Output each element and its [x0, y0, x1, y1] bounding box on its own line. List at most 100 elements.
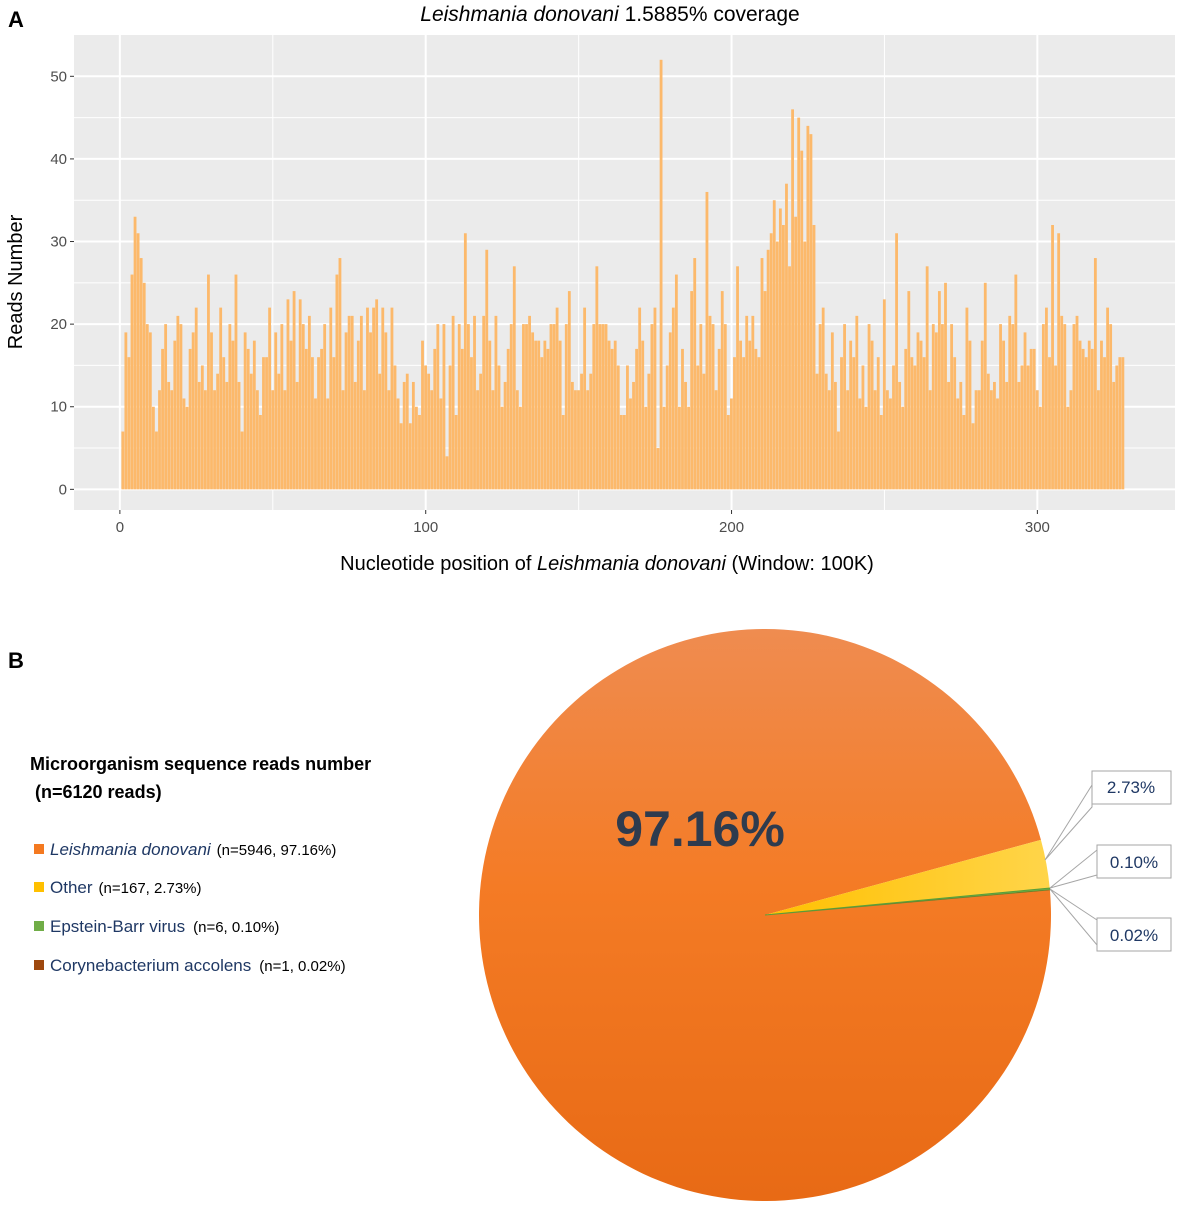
- bar: [1008, 315, 1012, 490]
- legend-swatch-ebv: [34, 921, 44, 931]
- bar: [1078, 340, 1082, 490]
- bar: [1045, 307, 1048, 490]
- bar: [983, 282, 987, 490]
- bar: [179, 324, 183, 490]
- bar: [216, 373, 220, 490]
- legend-swatch-other: [34, 882, 44, 892]
- bar: [200, 365, 204, 490]
- bar: [323, 324, 327, 490]
- bar: [632, 381, 635, 490]
- panel-b-letter: B: [8, 648, 24, 673]
- bar: [583, 307, 587, 490]
- bar: [635, 348, 639, 490]
- callout-box-ebv: [1096, 844, 1172, 879]
- bar: [301, 324, 305, 490]
- bar: [1023, 332, 1027, 490]
- bar: [879, 415, 883, 490]
- bar: [366, 307, 369, 490]
- bar: [1115, 365, 1119, 490]
- bar: [986, 373, 990, 490]
- bar: [448, 365, 452, 490]
- bar: [1002, 340, 1006, 490]
- bar: [763, 291, 767, 490]
- bar: [668, 332, 672, 490]
- bar: [751, 315, 755, 490]
- bar: [812, 225, 816, 490]
- bar: [644, 406, 648, 490]
- bar: [1081, 348, 1085, 490]
- y-tick-label: 20: [50, 316, 67, 333]
- bar: [145, 324, 149, 490]
- bar: [757, 357, 761, 490]
- x-tick-label: 200: [719, 519, 744, 536]
- bar: [898, 381, 902, 490]
- y-tick-label: 10: [50, 399, 67, 416]
- bar: [151, 406, 155, 490]
- x-tick-label: 300: [1025, 519, 1050, 536]
- bar: [427, 373, 431, 490]
- bar: [830, 332, 834, 490]
- bar: [1118, 357, 1122, 490]
- bar: [561, 415, 565, 490]
- bar: [543, 340, 547, 490]
- bar: [959, 381, 963, 490]
- bar: [170, 390, 174, 490]
- x-tick-label: 0: [116, 519, 124, 536]
- bar: [974, 390, 978, 490]
- bar: [922, 357, 926, 490]
- bar: [656, 448, 660, 490]
- bar: [332, 357, 336, 490]
- bar: [876, 357, 880, 490]
- bar: [283, 390, 287, 490]
- bar: [720, 291, 724, 490]
- bar: [647, 373, 651, 490]
- bar: [280, 324, 284, 490]
- bar: [818, 324, 822, 490]
- bar: [1029, 348, 1033, 490]
- bar: [155, 431, 158, 490]
- bar: [837, 431, 840, 490]
- bar: [353, 381, 357, 490]
- bar: [424, 365, 427, 490]
- bar: [295, 381, 299, 490]
- bar: [1017, 381, 1021, 490]
- bar: [919, 340, 923, 490]
- bar: [292, 291, 296, 490]
- bar: [384, 332, 388, 490]
- bar: [124, 332, 128, 490]
- y-tick-label: 50: [50, 68, 67, 85]
- bar: [277, 373, 281, 490]
- bar: [512, 266, 516, 490]
- bar: [207, 274, 210, 490]
- bar: [607, 340, 611, 490]
- bar: [993, 381, 996, 490]
- bar: [693, 258, 697, 490]
- y-tick-label: 40: [50, 151, 67, 168]
- bar: [589, 373, 593, 490]
- bar: [522, 324, 525, 490]
- bar: [674, 274, 678, 490]
- pie-chart: [479, 629, 1052, 1202]
- bar: [882, 299, 886, 490]
- bar: [439, 398, 443, 490]
- bar: [827, 390, 831, 490]
- y-tick-label: 0: [59, 481, 67, 498]
- bar: [237, 381, 241, 490]
- bar: [1032, 348, 1036, 490]
- legend-stat-other: (n=167, 2.73%): [99, 880, 202, 897]
- bar: [240, 431, 244, 490]
- bar: [809, 134, 813, 490]
- bar: [867, 324, 871, 490]
- bar: [766, 249, 770, 490]
- bar: [402, 381, 406, 490]
- bar: [411, 381, 415, 490]
- bar: [626, 365, 629, 490]
- bar: [699, 324, 703, 490]
- bar: [681, 348, 684, 490]
- bar: [892, 365, 895, 490]
- bar: [604, 324, 608, 490]
- bar: [754, 348, 758, 490]
- legend-item-other: Other (n=167, 2.73%): [50, 878, 202, 897]
- bar: [953, 357, 957, 490]
- bar: [1103, 357, 1106, 490]
